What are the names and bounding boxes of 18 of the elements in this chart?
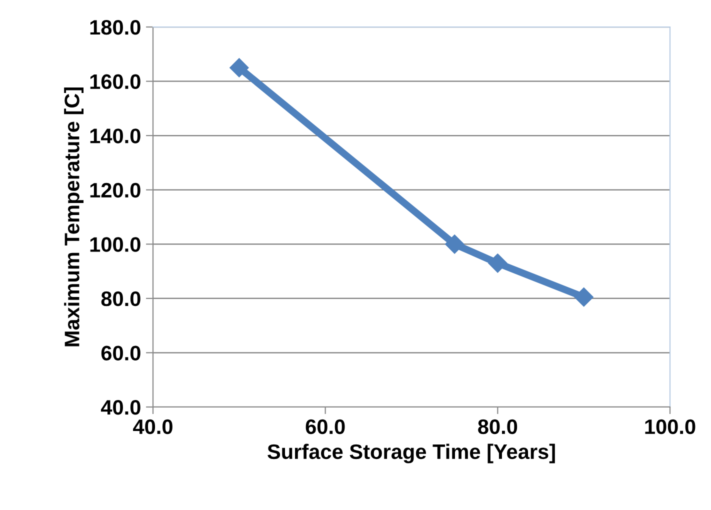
y-tick-label: 80.0 [101,291,140,306]
y-tick-label: 180.0 [90,20,140,35]
y-tick-label: 100.0 [90,237,140,252]
point [488,254,508,273]
y-tick-label: 60.0 [101,346,140,360]
point [574,288,594,307]
y-tick-label: 120.0 [90,182,140,198]
y-tick-label: 160.0 [90,74,140,90]
y-tick-label: 40.0 [100,400,140,415]
x-tick-label: 60.0 [306,419,345,434]
y-tick-label: 140.0 [90,128,140,144]
point [230,58,249,78]
x-tick-label: 40.0 [133,419,172,434]
point [445,234,464,254]
x-axis-title: Surface Storage Time [Years] [268,444,555,464]
x-tick-label: 80.0 [478,419,518,434]
x-tick-label: 100.0 [645,419,696,434]
y-axis-title: Maximum Temperature [C] [64,88,84,346]
